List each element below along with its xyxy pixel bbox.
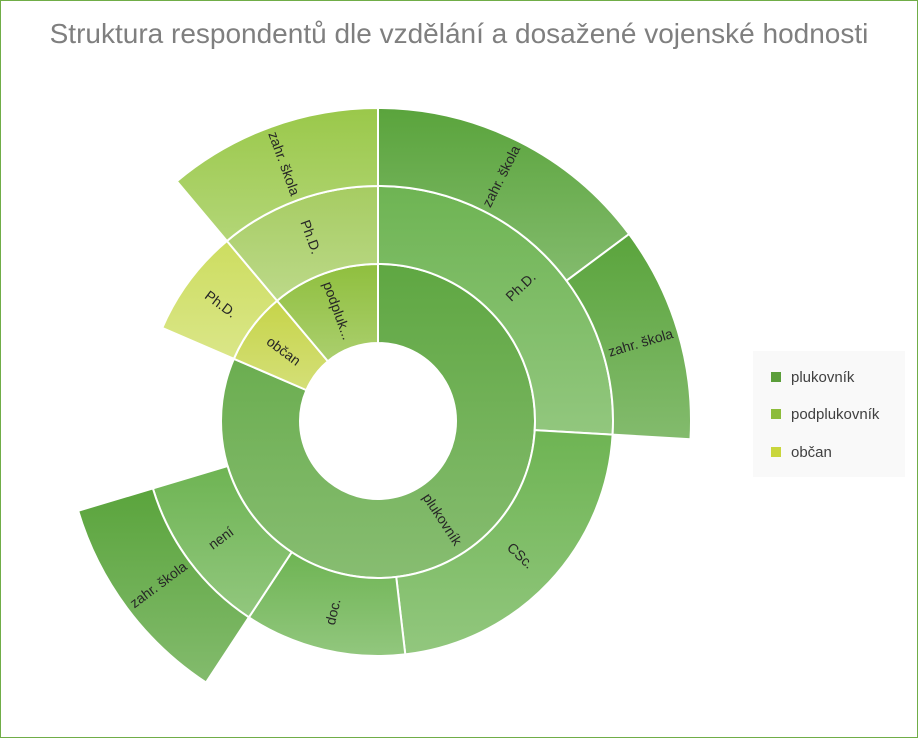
chart-title: Struktura respondentů dle vzdělání a dos… [49,18,869,49]
segment-label: doc. [322,597,344,626]
legend-label: podplukovník [791,405,880,423]
legend-swatch [771,372,781,382]
legend-label: plukovník [791,368,855,386]
legend-swatch [771,447,781,457]
segment-2-zahr-kola[interactable] [76,487,251,684]
legend: plukovník podplukovník občan [753,351,905,477]
legend-item-plukovnik: plukovník [771,367,854,387]
segment-1-csc-[interactable] [395,429,614,656]
legend-swatch [771,409,781,419]
legend-item-podplukovnik: podplukovník [771,404,879,424]
segment-2-zahr-kola[interactable] [175,106,379,243]
segments [76,106,692,684]
legend-item-obcan: občan [771,442,832,462]
segment-2-zahr-kola[interactable] [565,232,692,441]
legend-label: občan [791,443,832,461]
